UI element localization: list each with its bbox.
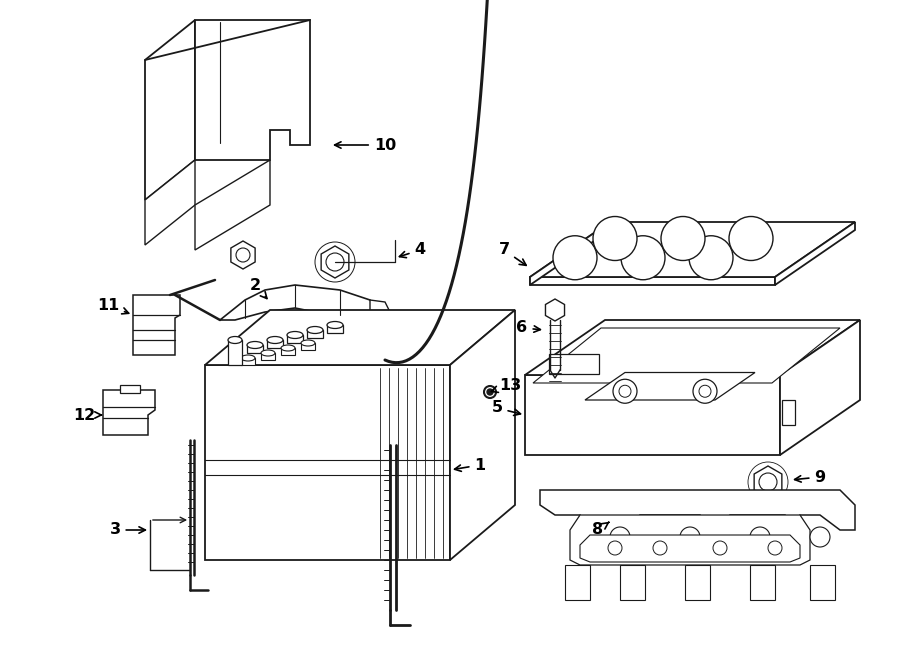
Circle shape — [608, 541, 622, 555]
Circle shape — [680, 527, 700, 547]
Polygon shape — [261, 353, 275, 360]
Polygon shape — [220, 285, 380, 322]
Polygon shape — [530, 222, 610, 285]
Circle shape — [613, 379, 637, 403]
Polygon shape — [530, 277, 775, 285]
Ellipse shape — [281, 345, 295, 351]
Polygon shape — [782, 400, 795, 425]
Polygon shape — [321, 246, 349, 278]
Polygon shape — [287, 335, 303, 343]
Polygon shape — [205, 365, 450, 560]
Circle shape — [661, 217, 705, 260]
Polygon shape — [195, 160, 270, 250]
Circle shape — [750, 527, 770, 547]
Polygon shape — [530, 222, 855, 277]
Polygon shape — [195, 20, 310, 160]
Circle shape — [689, 236, 733, 280]
Polygon shape — [775, 222, 855, 285]
Polygon shape — [685, 565, 710, 600]
Polygon shape — [228, 340, 242, 365]
Polygon shape — [540, 490, 855, 530]
Text: 4: 4 — [400, 243, 426, 258]
Polygon shape — [525, 320, 860, 375]
Ellipse shape — [307, 327, 323, 334]
Polygon shape — [370, 300, 390, 320]
Circle shape — [621, 236, 665, 280]
Polygon shape — [525, 375, 780, 455]
Text: 12: 12 — [73, 407, 102, 422]
Polygon shape — [549, 354, 599, 373]
Text: 10: 10 — [335, 137, 396, 153]
Polygon shape — [750, 565, 775, 600]
Polygon shape — [267, 340, 283, 348]
Polygon shape — [754, 466, 782, 498]
Ellipse shape — [247, 342, 263, 348]
Text: 8: 8 — [592, 522, 608, 537]
Text: 3: 3 — [110, 522, 146, 537]
Polygon shape — [780, 320, 860, 455]
Circle shape — [729, 217, 773, 260]
Circle shape — [653, 541, 667, 555]
Polygon shape — [120, 385, 140, 393]
Polygon shape — [545, 299, 564, 321]
Polygon shape — [327, 325, 343, 333]
Circle shape — [484, 386, 496, 398]
Ellipse shape — [301, 340, 315, 346]
Circle shape — [768, 541, 782, 555]
Polygon shape — [145, 20, 195, 200]
Polygon shape — [620, 565, 645, 600]
Polygon shape — [580, 535, 800, 562]
Polygon shape — [565, 565, 590, 600]
Ellipse shape — [241, 355, 255, 361]
Polygon shape — [231, 241, 255, 269]
Circle shape — [699, 385, 711, 397]
Polygon shape — [810, 565, 835, 600]
Text: 9: 9 — [795, 469, 825, 485]
Polygon shape — [585, 373, 755, 400]
Polygon shape — [103, 390, 155, 435]
Circle shape — [713, 541, 727, 555]
Polygon shape — [301, 343, 315, 350]
Circle shape — [326, 253, 344, 271]
Text: 11: 11 — [97, 297, 129, 314]
Ellipse shape — [261, 350, 275, 356]
Circle shape — [553, 236, 597, 280]
Polygon shape — [145, 160, 195, 245]
Polygon shape — [533, 328, 840, 383]
Circle shape — [487, 389, 493, 395]
Text: 6: 6 — [517, 321, 540, 336]
Circle shape — [610, 527, 630, 547]
Circle shape — [236, 248, 250, 262]
Circle shape — [810, 527, 830, 547]
Polygon shape — [247, 345, 263, 353]
Text: 13: 13 — [491, 377, 521, 393]
Text: 5: 5 — [491, 401, 520, 416]
Ellipse shape — [327, 321, 343, 329]
Circle shape — [693, 379, 717, 403]
Ellipse shape — [287, 332, 303, 338]
Text: 7: 7 — [499, 243, 526, 265]
Polygon shape — [241, 358, 255, 365]
Polygon shape — [281, 348, 295, 355]
Polygon shape — [307, 330, 323, 338]
Text: 2: 2 — [249, 278, 267, 299]
Text: 1: 1 — [454, 457, 486, 473]
Polygon shape — [570, 515, 810, 565]
Ellipse shape — [228, 336, 242, 344]
Ellipse shape — [267, 336, 283, 344]
Circle shape — [619, 385, 631, 397]
Circle shape — [593, 217, 637, 260]
Polygon shape — [133, 295, 180, 355]
Polygon shape — [450, 310, 515, 560]
Circle shape — [759, 473, 777, 491]
Polygon shape — [205, 310, 515, 365]
